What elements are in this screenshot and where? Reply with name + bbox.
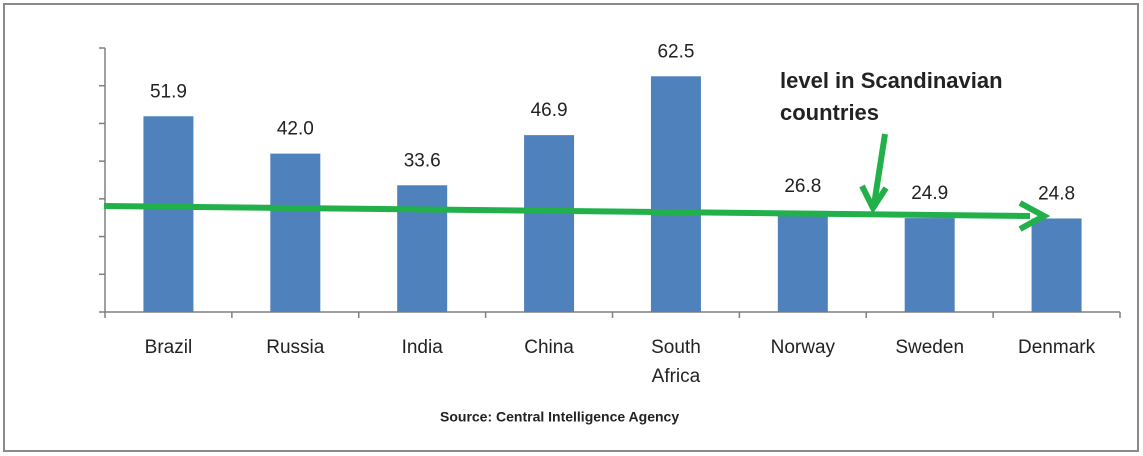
pointer-line <box>871 133 888 206</box>
bar <box>143 116 194 313</box>
x-tick-label: China <box>524 337 574 358</box>
trend-arrow <box>103 133 1051 232</box>
x-tick-label: Brazil <box>145 337 193 358</box>
x-tick-label: India <box>402 337 444 358</box>
pointer-head <box>859 184 889 215</box>
x-tick-label: Norway <box>771 337 836 358</box>
marks: 51.9 Brazil 42.0 Russia 33.6 India 46.9 China 62… <box>99 41 1121 387</box>
annotation: countries <box>780 100 879 125</box>
value-label: 26.8 <box>784 176 821 197</box>
bar <box>397 185 448 312</box>
bar <box>270 153 321 312</box>
value-label: 24.8 <box>1038 183 1075 204</box>
value-label: 33.6 <box>404 150 441 171</box>
bar <box>904 218 955 312</box>
arrow-head <box>1018 200 1051 232</box>
bar <box>777 210 828 312</box>
value-label: 62.5 <box>657 41 694 62</box>
x-tick-label: South Africa <box>651 337 701 387</box>
value-label: 42.0 <box>277 119 314 140</box>
x-tick-label: Denmark <box>1018 337 1096 358</box>
source: Source: Central Intelligence Agency <box>440 409 679 425</box>
annotation: level in Scandinavian <box>780 68 1003 93</box>
x-tick-label: Sweden <box>895 337 964 358</box>
bar <box>1031 218 1082 312</box>
x-tick-label: Russia <box>266 337 325 358</box>
bar <box>524 135 575 312</box>
bar <box>650 76 701 313</box>
value-label: 24.9 <box>911 183 948 204</box>
value-label: 46.9 <box>531 100 568 121</box>
arrow-line <box>103 203 1031 219</box>
value-label: 51.9 <box>150 81 187 102</box>
